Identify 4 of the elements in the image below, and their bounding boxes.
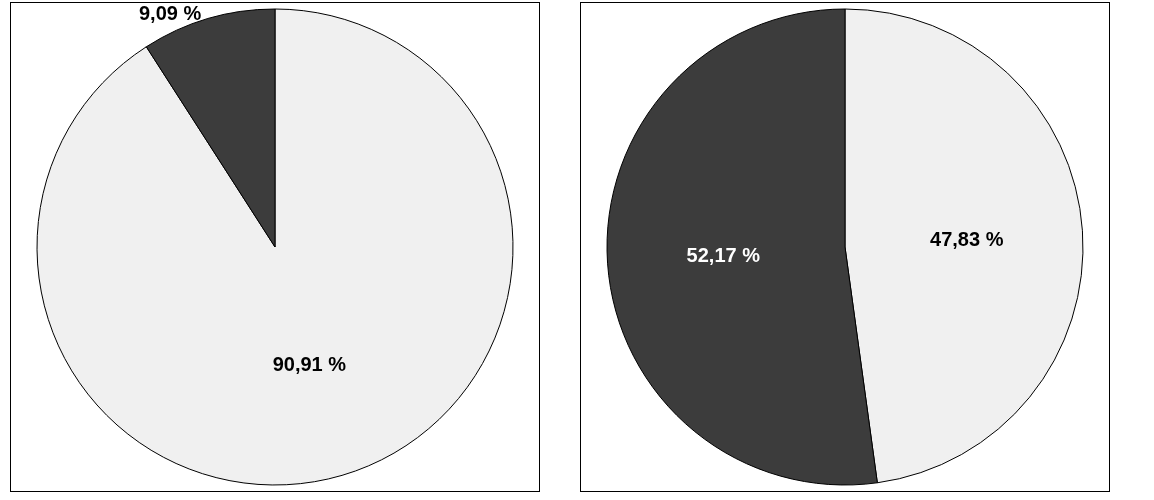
data-label: 52,17 % — [686, 244, 761, 267]
data-label: 47,83 % — [930, 227, 1004, 250]
data-label: 9,09 % — [139, 1, 202, 24]
data-label: 90,91 % — [272, 353, 347, 376]
